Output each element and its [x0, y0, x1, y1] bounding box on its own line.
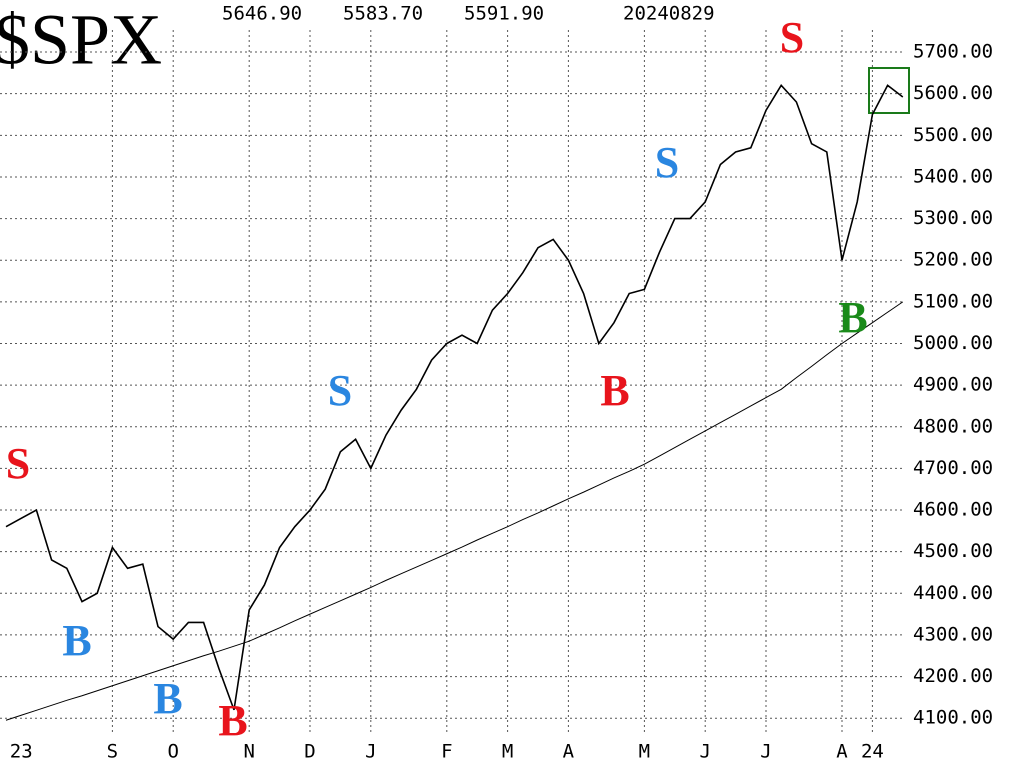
annotation: B — [153, 674, 182, 723]
annotation: B — [600, 366, 629, 415]
series-line — [5, 301, 904, 721]
x-tick-label: A — [836, 741, 848, 763]
x-tick-label: F — [441, 741, 452, 763]
y-tick-label: 4400.00 — [913, 582, 993, 604]
annotation: S — [6, 439, 30, 488]
annotation: S — [780, 13, 804, 62]
subtitle: 5583.70 — [343, 3, 423, 25]
y-tick-label: 4800.00 — [913, 415, 993, 437]
chart-title: $SPX — [0, 0, 162, 80]
y-tick-label: 4700.00 — [913, 457, 993, 479]
annotation: B — [218, 696, 247, 745]
y-tick-label: 4300.00 — [913, 623, 993, 645]
y-tick-label: 5700.00 — [913, 41, 993, 63]
x-tick-label: 23 — [10, 741, 33, 763]
y-tick-label: 5600.00 — [913, 82, 993, 104]
y-tick-label: 5100.00 — [913, 290, 993, 312]
subtitle: 5646.90 — [222, 3, 302, 25]
highlight-box — [868, 67, 910, 114]
annotation: B — [62, 616, 91, 665]
y-tick-label: 4500.00 — [913, 540, 993, 562]
annotation: S — [328, 366, 352, 415]
y-tick-label: 5200.00 — [913, 249, 993, 271]
y-tick-label: 4600.00 — [913, 499, 993, 521]
series-line — [5, 84, 904, 711]
y-tick-label: 4900.00 — [913, 374, 993, 396]
annotation: B — [838, 293, 867, 342]
x-tick-label: S — [107, 741, 118, 763]
subtitle: 5591.90 — [464, 3, 544, 25]
y-tick-label: 5500.00 — [913, 124, 993, 146]
x-tick-label: A — [563, 741, 575, 763]
x-tick-label: M — [502, 741, 513, 763]
x-tick-label: O — [167, 741, 178, 763]
y-tick-label: 5300.00 — [913, 207, 993, 229]
y-tick-label: 5000.00 — [913, 332, 993, 354]
y-tick-label: 4200.00 — [913, 665, 993, 687]
x-tick-label: J — [760, 741, 771, 763]
y-tick-label: 4100.00 — [913, 707, 993, 729]
x-tick-label: M — [639, 741, 650, 763]
x-tick-label: J — [699, 741, 710, 763]
x-tick-label: D — [304, 741, 315, 763]
x-tick-label: 24 — [861, 741, 884, 763]
annotation: S — [655, 138, 679, 187]
x-tick-label: J — [365, 741, 376, 763]
x-tick-label: N — [243, 741, 254, 763]
subtitle: 20240829 — [623, 3, 715, 25]
y-tick-label: 5400.00 — [913, 165, 993, 187]
